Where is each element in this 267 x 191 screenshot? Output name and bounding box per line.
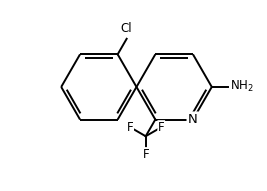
Text: F: F [142, 148, 149, 161]
Text: N: N [188, 113, 198, 126]
Text: Cl: Cl [121, 22, 132, 35]
Text: NH$_2$: NH$_2$ [230, 79, 254, 95]
Text: F: F [158, 121, 164, 134]
Text: F: F [127, 121, 134, 134]
